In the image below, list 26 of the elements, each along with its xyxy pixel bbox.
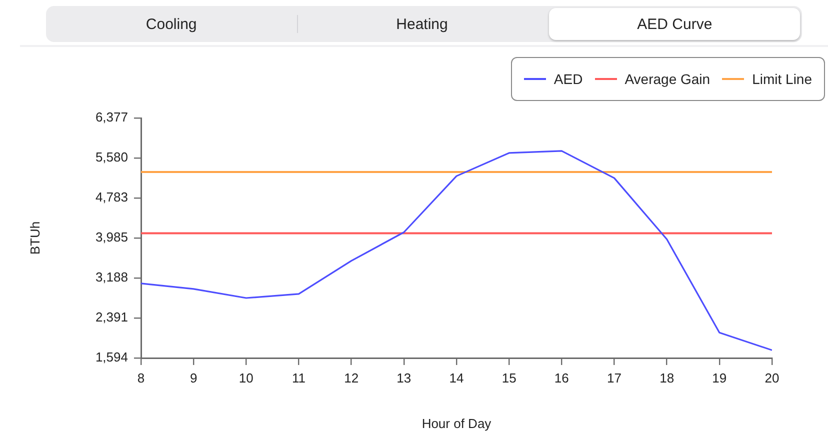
x-tick-label: 19 [712,370,727,386]
x-tick-label: 13 [396,370,412,386]
y-axis-title: BTUh [27,221,42,255]
x-tick-label: 12 [344,370,359,386]
x-tick-label: 8 [137,370,145,386]
y-tick-label: 4,783 [95,190,128,205]
tab-bar: Cooling Heating AED Curve [46,6,802,42]
y-tick-label: 1,594 [95,350,128,365]
x-tick-label: 18 [660,370,674,386]
x-tick-label: 17 [607,370,622,386]
y-tick-label: 3,985 [95,230,128,245]
x-tick-label: 11 [292,370,306,386]
x-tick-label: 14 [449,370,464,386]
legend-label: Limit Line [752,71,812,87]
x-tick-label: 16 [554,370,569,386]
y-tick-label: 2,391 [95,310,128,325]
y-tick-label: 6,377 [95,110,128,125]
x-axis-title: Hour of Day [422,416,492,431]
x-tick-label: 15 [502,370,516,386]
x-tick-label: 20 [764,370,780,386]
y-tick-label: 3,188 [95,270,128,285]
x-tick-label: 9 [190,370,198,386]
x-tick-label: 10 [238,370,254,386]
legend-label: Average Gain [624,71,710,87]
legend-label: AED [554,71,583,87]
y-tick-label: 5,580 [95,150,128,165]
